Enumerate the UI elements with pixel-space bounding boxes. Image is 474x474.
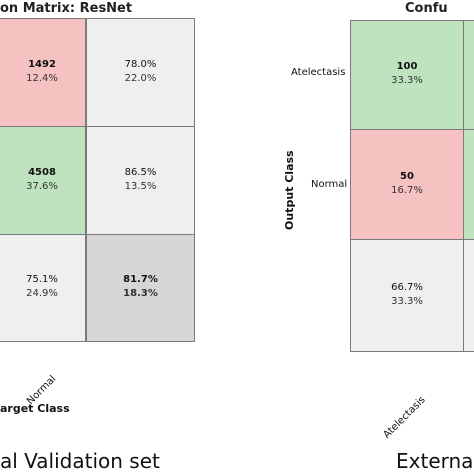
left-cell-r0c1: 78.0% 22.0% bbox=[86, 18, 195, 127]
right-x-tick-atelectasis: Atelectasis bbox=[381, 394, 428, 441]
right-y-tick-normal: Normal bbox=[311, 179, 348, 190]
left-x-axis-title: arget Class bbox=[0, 402, 70, 415]
left-cell-r2c0: 75.1% 24.9% bbox=[0, 234, 86, 342]
left-cell-r2c0-bad: 24.9% bbox=[26, 288, 58, 299]
right-cell-r1c1 bbox=[463, 129, 474, 240]
right-cell-r2c0-bad: 33.3% bbox=[391, 295, 423, 307]
left-cell-r0c0-pct: 12.4% bbox=[26, 72, 58, 84]
right-cell-r1c0-pct: 16.7% bbox=[391, 184, 423, 196]
right-cell-r2c0: 66.7% 33.3% bbox=[350, 239, 464, 352]
left-cell-r0c0-count: 1492 bbox=[28, 58, 56, 70]
left-cell-r2c0-good: 75.1% bbox=[26, 274, 58, 285]
left-cell-r0c1-bad: 22.0% bbox=[124, 72, 157, 84]
left-cell-r1c1-good: 86.5% bbox=[124, 166, 157, 178]
right-cell-r0c1 bbox=[463, 20, 474, 130]
left-cell-r1c1-bad: 13.5% bbox=[124, 180, 157, 192]
right-caption: Externa bbox=[396, 449, 474, 473]
left-cell-r2c1-good: 81.7% bbox=[123, 274, 158, 285]
right-cell-r0c0-count: 100 bbox=[396, 61, 418, 72]
right-cell-r2c1 bbox=[463, 239, 474, 352]
left-cell-r1c1: 86.5% 13.5% bbox=[86, 126, 195, 235]
right-cell-r1c0: 50 16.7% bbox=[350, 129, 464, 240]
left-caption: al Validation set bbox=[0, 449, 160, 473]
right-y-tick-atelectasis: Atelectasis bbox=[291, 67, 346, 78]
left-cell-r1c0-pct: 37.6% bbox=[26, 180, 58, 192]
left-cell-r1c0-count: 4508 bbox=[28, 166, 56, 178]
left-cell-r2c1: 81.7% 18.3% bbox=[86, 234, 195, 342]
right-cell-r1c0-count: 50 bbox=[400, 170, 414, 182]
right-chart-title: Confu bbox=[405, 1, 448, 16]
right-y-axis-title: Output Class bbox=[283, 150, 296, 230]
right-cell-r0c0: 100 33.3% bbox=[350, 20, 464, 130]
left-cell-r0c0: 1492 12.4% bbox=[0, 18, 86, 127]
left-cell-r0c1-good: 78.0% bbox=[124, 58, 157, 70]
right-cell-r0c0-pct: 33.3% bbox=[391, 75, 423, 86]
right-cell-r2c0-good: 66.7% bbox=[391, 281, 423, 293]
left-cell-r2c1-bad: 18.3% bbox=[123, 288, 158, 299]
left-chart-title: on Matrix: ResNet bbox=[0, 1, 133, 16]
left-cell-r1c0: 4508 37.6% bbox=[0, 126, 86, 235]
